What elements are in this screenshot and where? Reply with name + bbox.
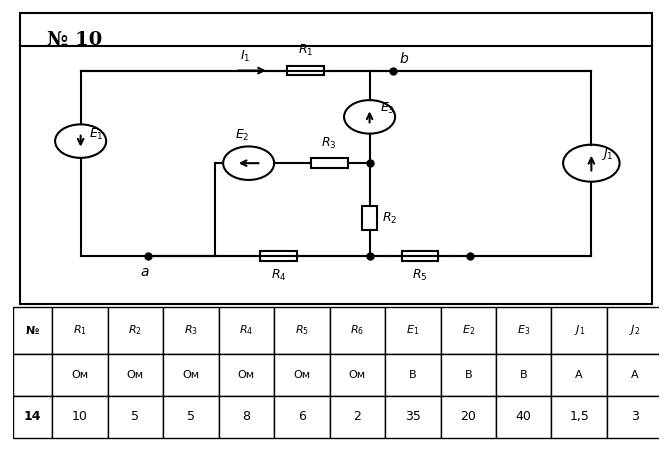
Text: 5: 5 [131, 410, 139, 423]
Bar [52, 395, 108, 438]
Text: $R_5$: $R_5$ [412, 268, 428, 283]
Text: $E_1$: $E_1$ [406, 324, 419, 337]
Text: 6: 6 [298, 410, 306, 423]
Bar [163, 307, 218, 354]
Text: В: В [409, 370, 417, 380]
Text: $E_3$: $E_3$ [380, 100, 394, 116]
Bar [52, 307, 108, 354]
Text: 40: 40 [516, 410, 532, 423]
Text: Ом: Ом [71, 370, 89, 380]
Text: В: В [464, 370, 472, 380]
Text: $E_1$: $E_1$ [89, 127, 103, 142]
Text: $R_3$: $R_3$ [321, 136, 337, 151]
Circle shape [55, 124, 106, 158]
Bar [108, 354, 163, 395]
Bar [218, 395, 274, 438]
Text: $E_3$: $E_3$ [517, 324, 530, 337]
Text: А: А [631, 370, 638, 380]
Text: В: В [520, 370, 528, 380]
Text: 20: 20 [460, 410, 476, 423]
Bar [274, 354, 329, 395]
Bar [218, 307, 274, 354]
Text: 2: 2 [353, 410, 362, 423]
Bar [496, 307, 552, 354]
Text: $E_2$: $E_2$ [235, 128, 249, 143]
Bar [108, 395, 163, 438]
Text: $\mathbf{№}$: $\mathbf{№}$ [26, 325, 40, 336]
Bar [362, 206, 377, 231]
Text: $R_1$: $R_1$ [73, 324, 87, 337]
Circle shape [563, 145, 620, 182]
Bar [607, 307, 663, 354]
Text: $J_1$: $J_1$ [573, 323, 585, 337]
Text: 10: 10 [72, 410, 88, 423]
Bar [163, 395, 218, 438]
Text: 1,5: 1,5 [569, 410, 589, 423]
Bar [329, 395, 385, 438]
Text: Ом: Ом [182, 370, 200, 380]
Bar [441, 307, 496, 354]
Bar [13, 354, 52, 395]
Bar [13, 395, 52, 438]
Bar [261, 251, 298, 261]
Bar [385, 307, 441, 354]
Text: b: b [400, 52, 409, 66]
Bar [607, 354, 663, 395]
Bar [108, 307, 163, 354]
Text: Ом: Ом [293, 370, 310, 380]
Text: Ом: Ом [349, 370, 366, 380]
Text: А: А [575, 370, 583, 380]
Bar [310, 158, 348, 168]
Bar [163, 354, 218, 395]
Text: 3: 3 [631, 410, 638, 423]
Bar [329, 354, 385, 395]
Bar [329, 307, 385, 354]
Bar [218, 354, 274, 395]
Bar [274, 307, 329, 354]
Text: Ом: Ом [238, 370, 255, 380]
Text: 8: 8 [243, 410, 251, 423]
Bar [401, 251, 438, 261]
Bar [385, 354, 441, 395]
Bar [441, 354, 496, 395]
Bar [13, 307, 52, 354]
Bar [496, 395, 552, 438]
Text: $R_2$: $R_2$ [128, 324, 142, 337]
Text: $E_2$: $E_2$ [462, 324, 475, 337]
Text: $J_2$: $J_2$ [629, 323, 640, 337]
Text: $R_4$: $R_4$ [271, 268, 287, 283]
Circle shape [344, 100, 395, 133]
Text: 35: 35 [405, 410, 421, 423]
Bar [607, 395, 663, 438]
Bar [385, 395, 441, 438]
Text: $R_4$: $R_4$ [239, 324, 253, 337]
Circle shape [223, 147, 274, 180]
FancyBboxPatch shape [20, 13, 652, 304]
Text: $J_1$: $J_1$ [601, 146, 614, 163]
Text: $R_5$: $R_5$ [295, 324, 309, 337]
Bar [496, 354, 552, 395]
Text: 5: 5 [187, 410, 195, 423]
Bar [441, 395, 496, 438]
Text: $R_6$: $R_6$ [350, 324, 364, 337]
Bar [552, 395, 607, 438]
Bar [274, 395, 329, 438]
Text: $I_1$: $I_1$ [240, 49, 251, 64]
Text: № 10: № 10 [47, 31, 102, 49]
Text: 14: 14 [24, 410, 42, 423]
Text: $R_3$: $R_3$ [184, 324, 198, 337]
Bar [552, 354, 607, 395]
Bar [552, 307, 607, 354]
Text: $R_1$: $R_1$ [298, 43, 313, 58]
Text: a: a [140, 266, 149, 280]
Bar [52, 354, 108, 395]
Text: $R_2$: $R_2$ [382, 211, 397, 226]
Bar [287, 66, 324, 75]
Text: Ом: Ом [127, 370, 144, 380]
